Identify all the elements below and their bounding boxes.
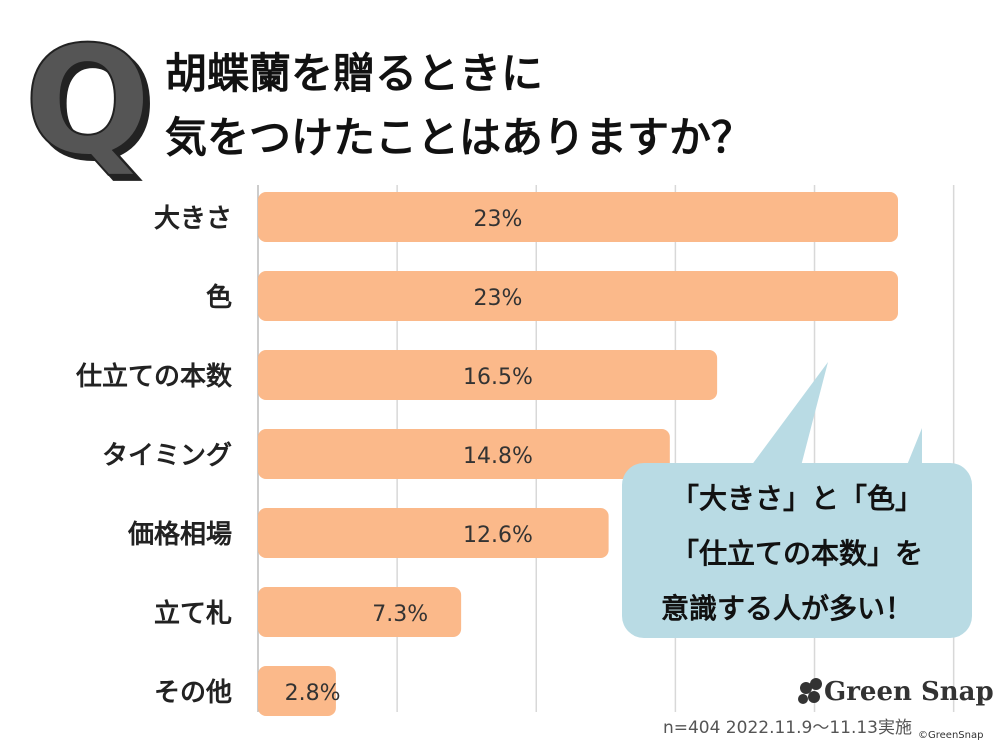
callout-line-3: 意識する人が多い！: [661, 592, 913, 625]
title-line-2: 気をつけたことはありますか？: [165, 113, 753, 162]
bars: 大きさ 23% 色 23% 仕立ての本数 16.5% タイミング 14.8% 価格相場 12.6%…: [75, 192, 898, 716]
bar: [258, 666, 336, 716]
value-label: 2.8%: [285, 681, 341, 706]
value-label: 16.5%: [463, 365, 533, 390]
callout-tail: [748, 362, 922, 470]
value-label: 7.3%: [372, 602, 428, 627]
callout-line-1: 「大きさ」と「色」: [671, 482, 923, 515]
bar: [258, 192, 898, 242]
bar: [258, 271, 898, 321]
category-label: タイミング: [102, 441, 232, 471]
value-label: 12.6%: [463, 523, 533, 548]
value-label: 23%: [474, 207, 523, 232]
category-label: 仕立ての本数: [75, 361, 233, 392]
category-label: その他: [154, 678, 232, 708]
copyright: ©GreenSnap: [918, 730, 983, 741]
category-label: 色: [206, 282, 232, 313]
category-label: 価格相場: [127, 519, 232, 550]
title-line-1: 胡蝶蘭を贈るときに: [165, 49, 543, 98]
question-mark-icon: Q: [24, 15, 152, 189]
bar: [258, 429, 670, 479]
category-label: 大きさ: [154, 204, 232, 234]
bar: [258, 350, 718, 400]
bar: [258, 508, 609, 558]
category-label: 立て札: [154, 598, 232, 629]
callout-box: [622, 463, 972, 638]
value-label: 23%: [474, 286, 523, 311]
brand-name: Green Snap: [824, 677, 994, 707]
clover-icon: [798, 678, 822, 704]
bar: [258, 587, 462, 637]
callout-bubble: 「大きさ」と「色」 「仕立ての本数」を 意識する人が多い！: [622, 362, 972, 638]
brand-logo: Green Snap: [798, 677, 994, 707]
callout-line-2: 「仕立ての本数」を: [671, 537, 923, 570]
survey-note: n=404 2022.11.9〜11.13実施: [663, 718, 912, 738]
value-label: 14.8%: [463, 444, 533, 469]
